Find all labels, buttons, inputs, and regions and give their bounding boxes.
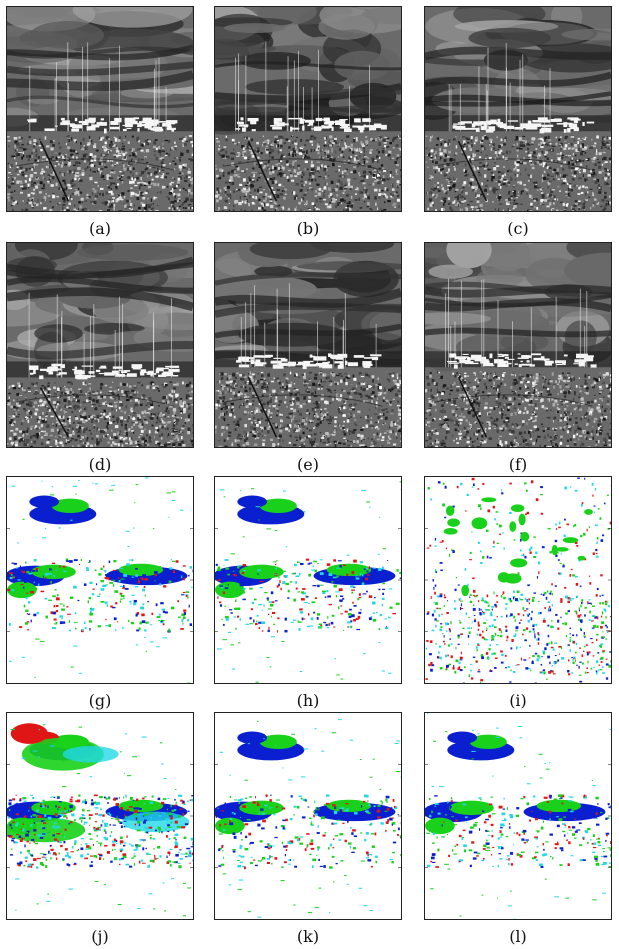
- panel-f: (f): [424, 242, 612, 474]
- panel-i-image: [424, 476, 612, 684]
- panel-j-image: [6, 712, 194, 920]
- panel-c: (c): [424, 6, 612, 238]
- panel-graphic: [425, 243, 611, 447]
- panel-graphic: [7, 7, 193, 211]
- bright-strip: [27, 42, 178, 134]
- panel-h-image: [214, 476, 402, 684]
- classification-map: [215, 481, 401, 683]
- panel-graphic: [425, 477, 611, 683]
- panel-b: (b): [214, 6, 402, 238]
- panel-l-caption: (l): [509, 927, 527, 946]
- classification-map: [7, 477, 193, 683]
- bright-strip: [235, 41, 387, 133]
- city-texture: [215, 371, 401, 447]
- terrain-layer: [7, 7, 193, 127]
- panel-c-image: [424, 6, 612, 212]
- panel-graphic: [7, 477, 193, 683]
- panel-graphic: [7, 713, 193, 919]
- panel-h: (h): [214, 476, 402, 710]
- bright-strip: [445, 278, 597, 369]
- panel-e: (e): [214, 242, 402, 474]
- panel-l-image: [424, 712, 612, 920]
- panel-a-image: [6, 6, 194, 212]
- panel-a: (a): [6, 6, 194, 238]
- panel-b-image: [214, 6, 402, 212]
- panel-g-image: [6, 476, 194, 684]
- city-texture: [215, 135, 401, 211]
- bright-strip: [448, 43, 595, 134]
- terrain-layer: [425, 243, 611, 372]
- classification-map: [425, 477, 611, 683]
- panel-k-caption: (k): [296, 927, 320, 946]
- panel-f-image: [424, 242, 612, 448]
- panel-i-caption: (i): [509, 691, 527, 710]
- panel-g-caption: (g): [88, 691, 112, 710]
- panel-graphic: [215, 7, 401, 211]
- terrain-layer: [215, 7, 401, 135]
- panel-graphic: [425, 7, 611, 211]
- panel-d-image: [6, 242, 194, 448]
- panel-graphic: [425, 713, 611, 919]
- bright-strip: [28, 292, 180, 380]
- city-texture: [7, 135, 193, 211]
- panel-graphic: [215, 477, 401, 683]
- city-texture: [425, 135, 611, 211]
- panel-d: (d): [6, 242, 194, 474]
- panel-j: (j): [6, 712, 194, 946]
- panel-c-caption: (c): [507, 219, 529, 238]
- panel-a-caption: (a): [88, 219, 112, 238]
- panel-g: (g): [6, 476, 194, 710]
- panel-e-caption: (e): [297, 455, 319, 474]
- panel-graphic: [7, 243, 193, 447]
- panel-f-caption: (f): [508, 455, 528, 474]
- panel-d-caption: (d): [88, 455, 112, 474]
- panel-j-caption: (j): [91, 927, 109, 946]
- panel-graphic: [215, 243, 401, 447]
- city-texture: [425, 371, 611, 447]
- bright-strip: [236, 283, 382, 370]
- panel-i: (i): [424, 476, 612, 710]
- classification-map: [215, 719, 401, 918]
- city-texture: [7, 381, 193, 447]
- panel-h-caption: (h): [296, 691, 320, 710]
- panel-k: (k): [214, 712, 402, 946]
- terrain-layer: [7, 243, 193, 370]
- panel-e-image: [214, 242, 402, 448]
- panel-b-caption: (b): [296, 219, 320, 238]
- panel-graphic: [215, 713, 401, 919]
- panel-l: (l): [424, 712, 612, 946]
- panel-k-image: [214, 712, 402, 920]
- classification-map: [425, 713, 611, 919]
- classification-map: [7, 723, 193, 917]
